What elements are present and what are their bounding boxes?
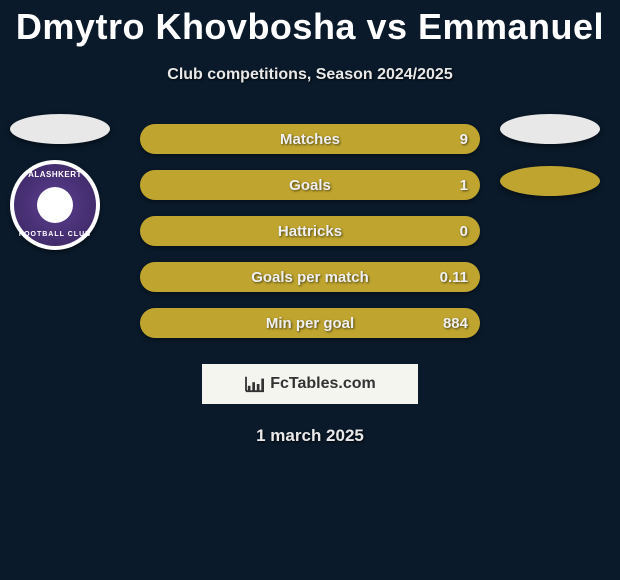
- badge-bottom-text: FOOTBALL CLUB: [14, 231, 96, 238]
- stat-value: 9: [460, 131, 468, 148]
- badge-top-text: ALASHKERT: [14, 170, 96, 179]
- stat-row-goals: Goals 1: [140, 170, 480, 200]
- stat-label: Matches: [280, 131, 340, 148]
- stat-row-hattricks: Hattricks 0: [140, 216, 480, 246]
- ellipse-placeholder-icon: [10, 114, 110, 144]
- stats-rows: Matches 9 Goals 1 Hattricks 0 Goals per …: [140, 124, 480, 338]
- stat-label: Goals per match: [251, 269, 369, 286]
- comparison-area: ALASHKERT FOOTBALL CLUB Matches 9 Goals …: [0, 124, 620, 338]
- stat-row-matches: Matches 9: [140, 124, 480, 154]
- date-text: 1 march 2025: [0, 426, 620, 446]
- stat-row-goals-per-match: Goals per match 0.11: [140, 262, 480, 292]
- stat-value: 1: [460, 177, 468, 194]
- stat-value: 884: [443, 315, 468, 332]
- ellipse-placeholder-icon: [500, 166, 600, 196]
- stat-label: Hattricks: [278, 223, 342, 240]
- chart-icon: [244, 375, 266, 393]
- left-player-column: ALASHKERT FOOTBALL CLUB: [10, 114, 110, 250]
- soccer-ball-icon: [37, 187, 73, 223]
- subtitle: Club competitions, Season 2024/2025: [0, 66, 620, 84]
- stat-label: Min per goal: [266, 315, 354, 332]
- stat-row-min-per-goal: Min per goal 884: [140, 308, 480, 338]
- club-badge: ALASHKERT FOOTBALL CLUB: [10, 160, 100, 250]
- page-title: Dmytro Khovbosha vs Emmanuel: [0, 0, 620, 48]
- stat-value: 0.11: [440, 269, 468, 286]
- attribution-text: FcTables.com: [270, 375, 376, 393]
- stat-label: Goals: [289, 177, 331, 194]
- ellipse-placeholder-icon: [500, 114, 600, 144]
- attribution-box: FcTables.com: [202, 364, 418, 404]
- stat-value: 0: [460, 223, 468, 240]
- right-player-column: [500, 114, 600, 196]
